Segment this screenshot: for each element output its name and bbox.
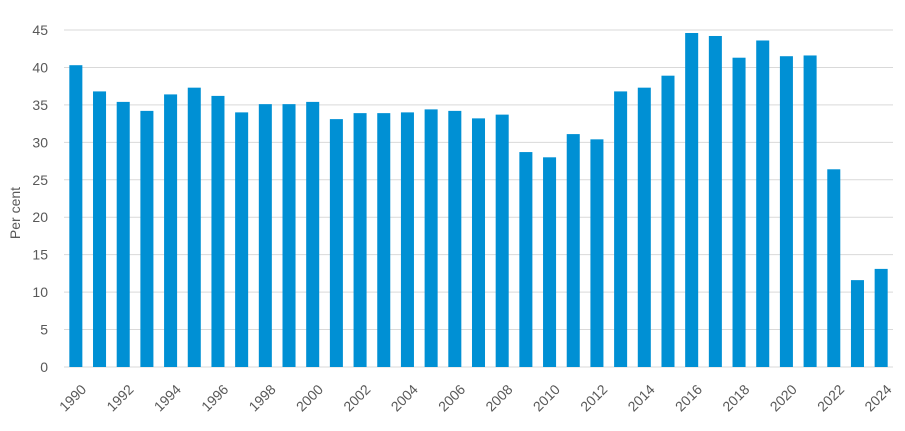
bar-1993 <box>140 110 154 367</box>
bar-2007 <box>471 118 486 367</box>
x-tick-label: 1998 <box>245 381 278 414</box>
x-tick-label: 2014 <box>624 381 657 414</box>
y-tick-label: 15 <box>32 247 48 263</box>
bar-1990 <box>69 65 83 367</box>
bar-2024 <box>874 268 888 367</box>
y-tick-label: 5 <box>40 322 48 338</box>
y-tick-label: 30 <box>32 134 48 150</box>
bar-2016 <box>685 32 699 368</box>
bar-2018 <box>732 57 746 367</box>
x-tick-label: 2016 <box>672 381 705 414</box>
y-tick-label: 45 <box>32 22 48 38</box>
bar-2011 <box>566 134 580 367</box>
y-tick-label: 35 <box>32 97 48 113</box>
x-tick-label: 2006 <box>435 381 468 414</box>
bar-2009 <box>519 152 533 367</box>
x-tick-label: 2002 <box>340 381 373 414</box>
bar-2005 <box>424 109 438 367</box>
bar-2023 <box>850 280 864 367</box>
bar-1995 <box>187 87 201 368</box>
y-tick-label: 20 <box>32 209 48 225</box>
bar-2010 <box>543 157 557 367</box>
x-tick-label: 2020 <box>767 381 800 414</box>
bar-1992 <box>116 101 130 367</box>
x-tick-label: 2000 <box>293 381 326 414</box>
bar-1994 <box>164 94 178 367</box>
bar-2003 <box>377 113 391 367</box>
bar-1999 <box>282 104 296 367</box>
bar-1996 <box>211 95 225 367</box>
y-tick-label: 0 <box>40 359 48 375</box>
x-tick-label: 2012 <box>577 381 610 414</box>
x-tick-label: 2022 <box>814 381 847 414</box>
bars <box>69 32 888 368</box>
x-tick-label: 1990 <box>56 381 89 414</box>
bar-2008 <box>495 114 509 367</box>
bar-2017 <box>708 35 722 367</box>
bar-2001 <box>329 119 343 368</box>
bar-2015 <box>661 75 675 367</box>
bar-2013 <box>614 91 628 368</box>
x-tick-label: 2008 <box>482 381 515 414</box>
bar-1998 <box>258 104 272 367</box>
x-tick-label: 1996 <box>198 381 231 414</box>
x-tick-label: 1992 <box>103 381 136 414</box>
y-axis-ticks: 0 5 10 15 20 25 30 35 40 45 <box>32 22 48 375</box>
x-tick-label: 2024 <box>861 381 894 414</box>
bar-2000 <box>306 101 320 367</box>
bar-2022 <box>827 169 841 367</box>
x-tick-label: 2004 <box>388 381 421 414</box>
bar-2002 <box>353 113 367 367</box>
x-axis-ticks: 1990 1992 1994 1996 1998 2000 2002 2004 2006 2008… <box>56 381 895 414</box>
bar-2019 <box>756 40 770 368</box>
bar-2020 <box>779 56 793 367</box>
bar-2021 <box>803 55 817 368</box>
bar-1997 <box>235 112 249 367</box>
x-tick-label: 2010 <box>530 381 563 414</box>
y-axis-label: Per cent <box>7 187 23 239</box>
bar-2004 <box>400 112 414 367</box>
bar-2014 <box>637 87 651 368</box>
y-tick-label: 25 <box>32 172 48 188</box>
bar-1991 <box>93 91 107 368</box>
x-tick-label: 1994 <box>151 381 184 414</box>
x-tick-label: 2018 <box>719 381 752 414</box>
y-tick-label: 40 <box>32 59 48 75</box>
bar-2012 <box>590 139 604 367</box>
y-tick-label: 10 <box>32 284 48 300</box>
bar-2006 <box>448 110 462 367</box>
